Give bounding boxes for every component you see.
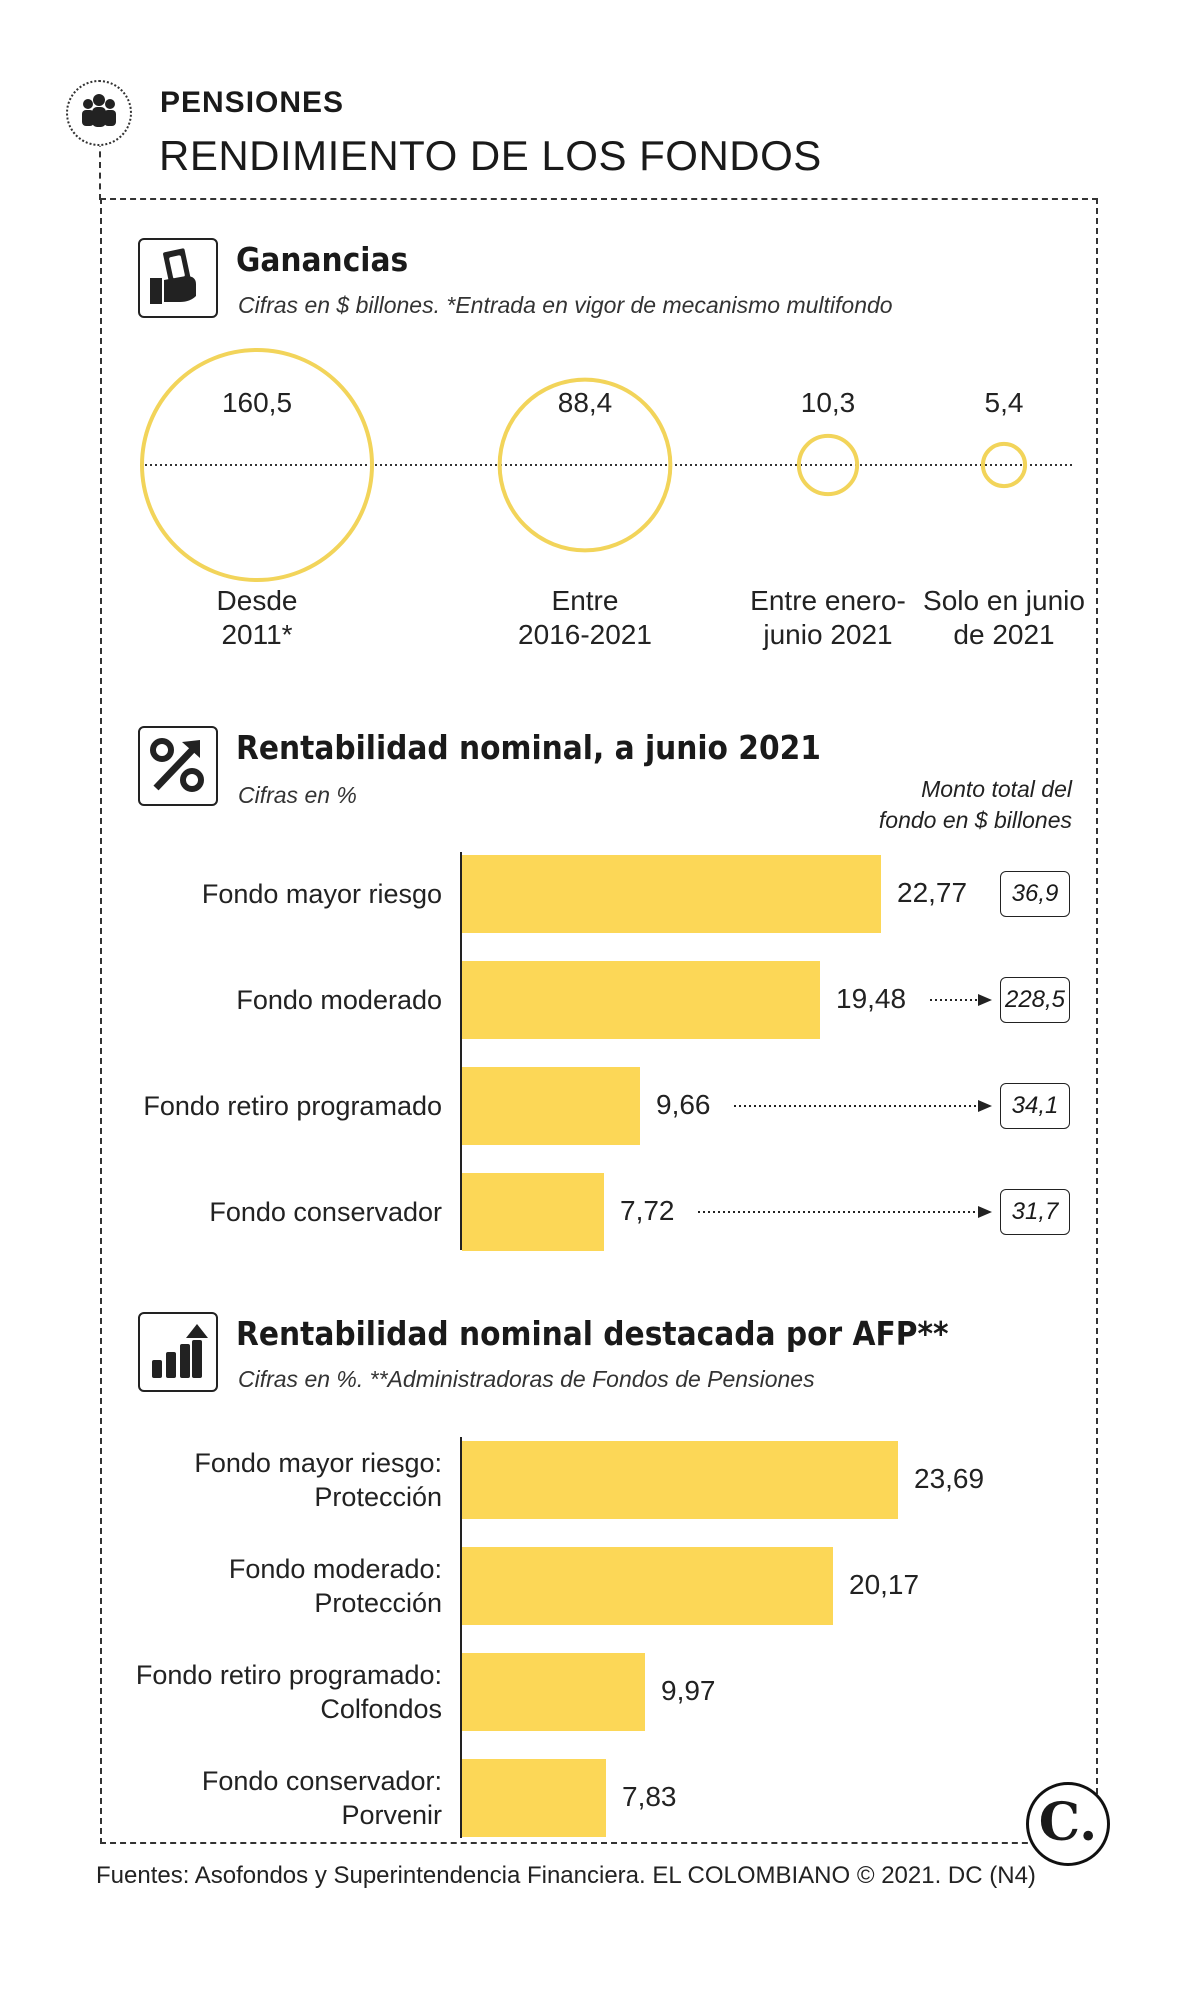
frame-connector-line — [99, 130, 101, 200]
rentabilidad-bar-0 — [462, 855, 881, 933]
rentabilidad-fund-total-arrow-2 — [734, 1100, 992, 1112]
bubble-category-label-0-1: 2011* — [221, 619, 292, 650]
people-icon — [66, 80, 132, 146]
bubble-2 — [796, 433, 860, 497]
afp-category-label-line-0-0: Fondo mayor riesgo: — [194, 1448, 442, 1478]
afp-category-label-line-1-0: Fondo moderado: — [228, 1554, 442, 1584]
afp-value-label-2: 9,97 — [661, 1675, 716, 1706]
afp-category-label-line-3-0: Fondo conservador: — [201, 1766, 442, 1796]
afp-title: Rentabilidad nominal destacada por AFP** — [236, 1314, 949, 1353]
rentabilidad-fund-total-box-2: 34,1 — [1000, 1083, 1070, 1129]
rentabilidad-axis-line — [460, 852, 462, 1250]
afp-category-label-line-3-1: Porvenir — [341, 1800, 442, 1830]
bubble-category-label-3-0: Solo en junio — [923, 585, 1085, 616]
bubble-value-label-3: 5,4 — [985, 387, 1024, 418]
afp-bar-0 — [462, 1441, 898, 1519]
rentabilidad-fund-total-box-3: 31,7 — [1000, 1189, 1070, 1235]
bubble-3 — [980, 441, 1028, 489]
rentabilidad-fund-total-arrow-3 — [698, 1206, 992, 1218]
rentabilidad-title: Rentabilidad nominal, a junio 2021 — [236, 728, 821, 767]
afp-category-label-line-2-0: Fondo retiro programado: — [135, 1660, 442, 1690]
afp-category-label-0: Fondo mayor riesgo: Protección — [100, 1446, 442, 1514]
afp-category-label-line-1-1: Protección — [314, 1588, 442, 1618]
money-hand-icon — [138, 238, 218, 318]
rentabilidad-bar-3 — [462, 1173, 604, 1251]
source-footer: Fuentes: Asofondos y Superintendencia Fi… — [96, 1862, 1036, 1889]
fund-total-annotation-line-1: Monto total del — [921, 776, 1072, 802]
el-colombiano-logo: C. — [1026, 1782, 1110, 1866]
bubble-category-label-1-0: Entre — [552, 585, 619, 616]
afp-value-label-0: 23,69 — [914, 1463, 985, 1494]
afp-bar-1 — [462, 1547, 833, 1625]
ganancias-title: Ganancias — [236, 240, 409, 279]
rentabilidad-value-label-3: 7,72 — [620, 1195, 675, 1226]
rentabilidad-category-label-line-1-0: Fondo moderado — [236, 985, 442, 1015]
percent-icon — [138, 726, 218, 806]
content-frame — [100, 198, 1098, 1844]
afp-category-label-line-2-1: Colfondos — [320, 1694, 442, 1724]
rentabilidad-fund-total-box-0: 36,9 — [1000, 871, 1070, 917]
page-title: RENDIMIENTO DE LOS FONDOS — [159, 132, 822, 179]
bubble-value-label-2: 10,3 — [801, 387, 856, 418]
bubble-category-label-2-0: Entre enero- — [750, 585, 906, 616]
rentabilidad-subtitle: Cifras en % — [238, 782, 357, 808]
afp-subtitle: Cifras en %. **Administradoras de Fondos… — [238, 1366, 815, 1392]
bubble-value-label-0: 160,5 — [222, 387, 292, 418]
afp-category-label-1: Fondo moderado: Protección — [100, 1552, 442, 1620]
bubble-0 — [140, 348, 374, 582]
afp-value-label-3: 7,83 — [622, 1781, 677, 1812]
rentabilidad-value-label-1: 19,48 — [836, 983, 907, 1014]
rentabilidad-category-label-1: Fondo moderado — [100, 983, 442, 1017]
bubble-1 — [497, 377, 673, 553]
rentabilidad-category-label-line-2-0: Fondo retiro programado — [143, 1091, 442, 1121]
rentabilidad-category-label-line-3-0: Fondo conservador — [209, 1197, 442, 1227]
header-kicker: PENSIONES — [160, 86, 345, 119]
bubble-category-label-1-1: 2016-2021 — [518, 619, 652, 650]
rentabilidad-bar-2 — [462, 1067, 640, 1145]
rentabilidad-category-label-3: Fondo conservador — [100, 1195, 442, 1229]
bubble-category-label-2-1: junio 2021 — [762, 619, 892, 650]
ganancias-subtitle: Cifras en $ billones. *Entrada en vigor … — [238, 292, 893, 318]
afp-category-label-3: Fondo conservador: Porvenir — [100, 1764, 442, 1832]
rentabilidad-value-label-0: 22,77 — [897, 877, 968, 908]
rentabilidad-category-label-0: Fondo mayor riesgo — [100, 877, 442, 911]
fund-total-annotation: Monto total del fondo en $ billones — [800, 774, 1072, 836]
afp-bar-3 — [462, 1759, 606, 1837]
bubble-category-label-3-1: de 2021 — [953, 619, 1054, 650]
rentabilidad-category-label-2: Fondo retiro programado — [100, 1089, 442, 1123]
afp-category-label-2: Fondo retiro programado: Colfondos — [100, 1658, 442, 1726]
afp-category-label-line-0-1: Protección — [314, 1482, 442, 1512]
rentabilidad-fund-total-box-1: 228,5 — [1000, 977, 1070, 1023]
rentabilidad-value-label-2: 9,66 — [656, 1089, 711, 1120]
afp-bar-2 — [462, 1653, 645, 1731]
rentabilidad-bar-1 — [462, 961, 820, 1039]
bubble-value-label-1: 88,4 — [558, 387, 613, 418]
afp-axis-line — [460, 1437, 462, 1838]
afp-value-label-1: 20,17 — [849, 1569, 920, 1600]
growth-chart-icon — [138, 1312, 218, 1392]
bubble-category-label-0-0: Desde — [217, 585, 298, 616]
rentabilidad-category-label-line-0-0: Fondo mayor riesgo — [201, 879, 442, 909]
fund-total-annotation-line-2: fondo en $ billones — [878, 807, 1072, 833]
rentabilidad-fund-total-arrow-1 — [930, 994, 992, 1006]
